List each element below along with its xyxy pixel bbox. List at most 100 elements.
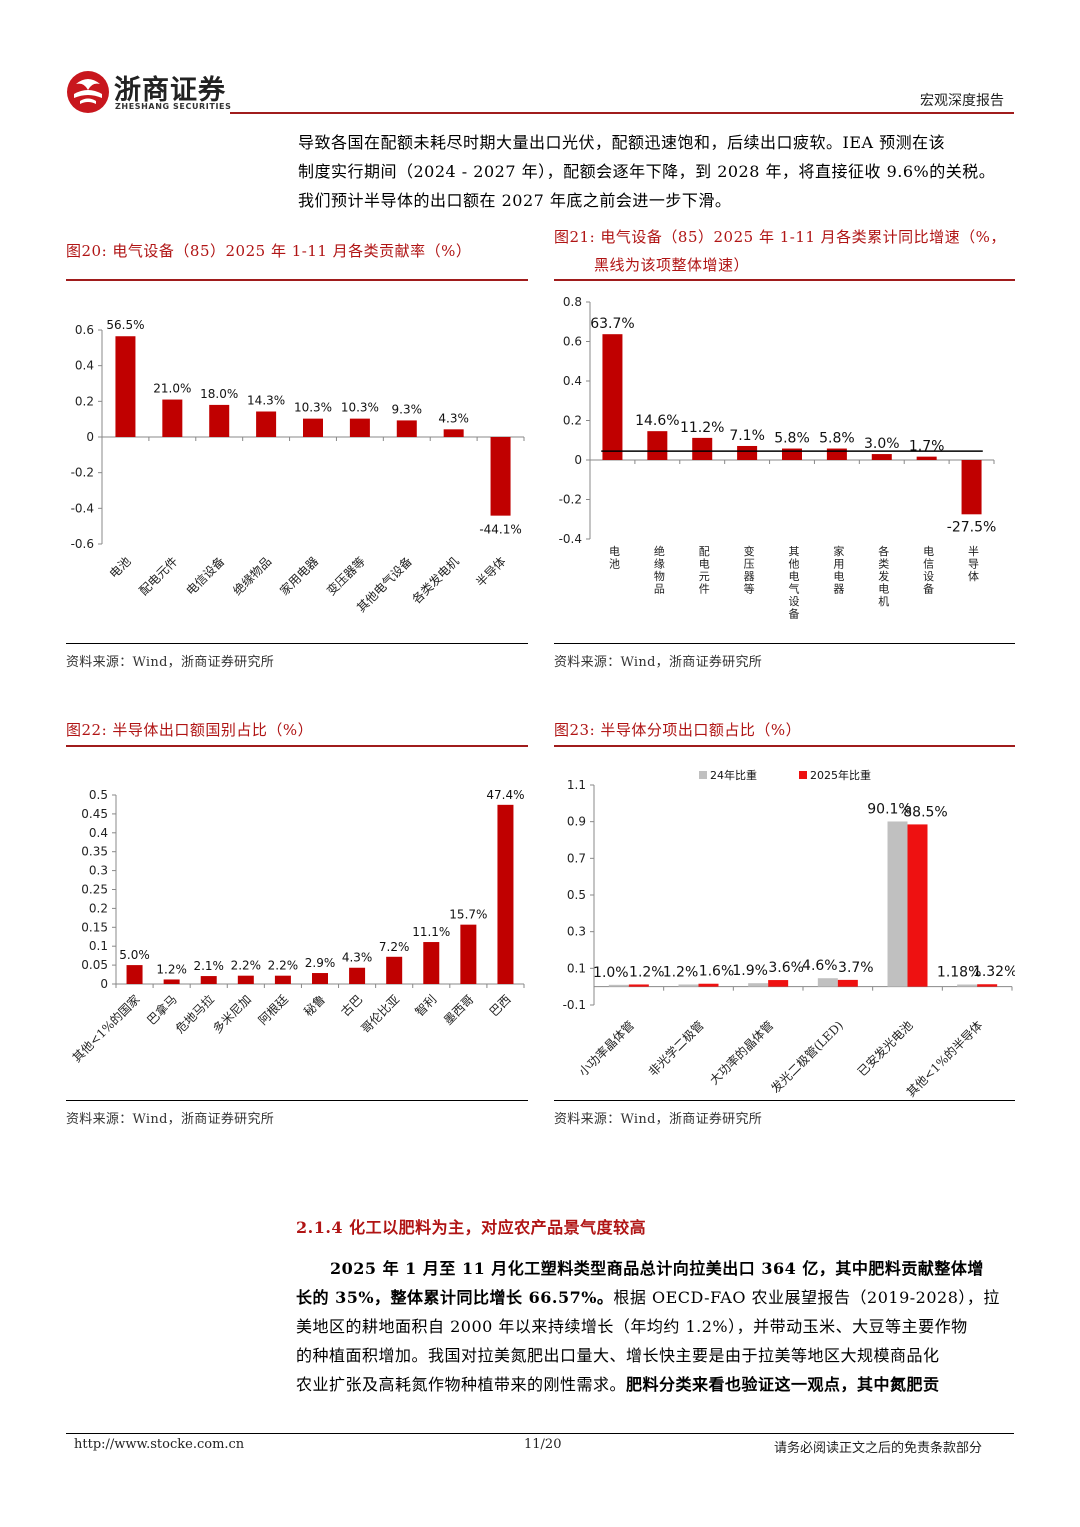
category-label: 家	[833, 544, 844, 558]
category-label: 半导体	[473, 554, 508, 589]
category-label: 其	[789, 545, 800, 558]
header-rule	[230, 112, 1014, 114]
bar	[209, 404, 230, 437]
data-label: 2.2%	[231, 959, 262, 973]
bar	[349, 967, 366, 984]
legend-label: 24年比重	[710, 768, 757, 782]
data-label: 1.18%	[937, 965, 981, 981]
fig22-source: 资料来源：Wind，浙商证券研究所	[66, 1112, 275, 1127]
data-label: 5.0%	[119, 948, 150, 962]
para-line: 美地区的耕地面积自 2000 年以来持续增长（年均约 1.2%），并带动玉米、大…	[296, 1317, 968, 1336]
category-label: 设	[923, 570, 934, 583]
data-label: 1.2%	[629, 964, 665, 980]
y-tick-label: -0.4	[71, 501, 94, 515]
data-label: 10.3%	[341, 401, 379, 415]
category-label: 体	[968, 569, 979, 583]
y-tick-label: 0.1	[89, 939, 108, 953]
data-label: 56.5%	[106, 318, 144, 332]
section-paragraph: 2025 年 1 月至 11 月化工塑料类型商品总计向拉美出口 364 亿，其中…	[296, 1254, 1016, 1399]
zheshang-logo-icon	[67, 71, 109, 113]
para-line: 长的 35%，整体累计同比增长 66.57%。根据 OECD-FAO 农业展望报…	[296, 1283, 1016, 1312]
data-label: 4.6%	[802, 958, 838, 974]
y-tick-label: 0.5	[89, 788, 108, 802]
bar	[126, 965, 143, 984]
y-tick-label: 0.05	[81, 958, 108, 972]
para-text: 根据 OECD-FAO 农业展望报告（2019-2028），拉	[613, 1288, 1000, 1307]
data-label: 7.2%	[379, 940, 410, 954]
category-label: 池	[609, 558, 620, 571]
data-label: 1.0%	[593, 965, 629, 981]
data-label: 18.0%	[200, 387, 238, 401]
data-label: 7.1%	[729, 428, 765, 444]
fig21-chart: 0.8 0.6 0.4 0.2 0 -0.2 -0.4 63.7% 14.6% 11.2% 7.1%…	[559, 295, 997, 621]
footer-disclaimer: 请务必阅读正文之后的免责条款部分	[774, 1441, 983, 1456]
category-label: 变压器等	[323, 554, 368, 599]
y-tick-label: 0.2	[563, 414, 582, 428]
y-tick-label: -0.6	[71, 537, 94, 551]
bar	[274, 975, 291, 984]
bar	[817, 978, 838, 987]
data-label: -27.5%	[947, 519, 997, 535]
data-label: 1.32%	[973, 964, 1015, 980]
bar	[692, 437, 713, 460]
y-tick-label: 0.4	[75, 359, 94, 373]
data-label: -44.1%	[479, 523, 521, 537]
category-label: 非光学二极管	[645, 1018, 707, 1080]
category-label: 发	[878, 569, 889, 583]
category-label: 大功率的晶体管	[706, 1018, 776, 1088]
y-tick-label: -0.2	[71, 466, 94, 480]
fig21-source: 资料来源：Wind，浙商证券研究所	[554, 655, 763, 670]
para-line: 2025 年 1 月至 11 月化工塑料类型商品总计向拉美出口 364 亿，其中…	[296, 1254, 1016, 1283]
para-text: 农业扩张及高耗氮作物种植带来的刚性需求。	[296, 1375, 627, 1394]
para-bold: 长的 35%，整体累计同比增长 66.57%。	[296, 1288, 614, 1307]
category-label: 秘鲁	[301, 992, 328, 1019]
category-label: 电	[699, 558, 710, 571]
bar	[602, 334, 623, 460]
category-label: 绝	[654, 544, 665, 558]
page-number: 11/20	[524, 1437, 562, 1452]
y-tick-label: 0.25	[81, 883, 108, 897]
fig22-title: 图22: 半导体出口额国别占比（%）	[66, 721, 314, 739]
bar	[977, 984, 998, 987]
data-label: 88.5%	[903, 804, 947, 820]
data-label: 11.1%	[412, 925, 450, 939]
data-label: 90.1%	[867, 801, 911, 817]
y-tick-label: 1.1	[567, 778, 586, 792]
category-label: 备	[923, 582, 934, 596]
bar	[871, 454, 892, 460]
category-label: 其他<1%的半导体	[903, 1018, 985, 1100]
fig23-title-rule	[554, 745, 1015, 747]
data-label: 11.2%	[680, 420, 724, 436]
fig20-title: 图20: 电气设备（85）2025 年 1-11 月各类贡献率（%）	[66, 242, 472, 260]
bar	[490, 437, 511, 516]
footer-url[interactable]: http://www.stocke.com.cn	[74, 1437, 245, 1452]
y-tick-label: -0.4	[559, 532, 582, 546]
data-label: 3.0%	[864, 436, 900, 452]
y-tick-label: 0.1	[567, 961, 586, 975]
category-label: 各	[878, 544, 889, 558]
y-tick-label: 0.6	[75, 323, 94, 337]
y-tick-label: 0.6	[563, 335, 582, 349]
bar	[163, 979, 180, 984]
category-label: 阿根廷	[256, 992, 291, 1027]
y-tick-label: -0.1	[563, 998, 586, 1012]
category-label: 缘	[654, 558, 665, 571]
category-label: 信	[923, 558, 934, 571]
legend-swatch	[699, 771, 707, 779]
category-label: 导	[968, 558, 979, 571]
fig22-bottom-rule	[66, 1100, 528, 1101]
bar	[349, 418, 370, 437]
data-label: 5.8%	[819, 431, 855, 447]
bar	[887, 821, 908, 987]
category-label: 智利	[412, 992, 440, 1020]
category-label: 小功率晶体管	[575, 1018, 637, 1080]
data-label: 1.2%	[156, 962, 187, 976]
bar	[957, 984, 978, 987]
bar	[826, 448, 847, 460]
y-tick-label: 0.3	[89, 864, 108, 878]
category-label: 器	[833, 583, 844, 596]
category-label: 器	[744, 570, 755, 583]
data-label: 2.1%	[193, 959, 224, 973]
intro-paragraph: 导致各国在配额未耗尽时期大量出口光伏，配额迅速饱和，后续出口疲软。IEA 预测在…	[298, 128, 1014, 215]
data-label: 63.7%	[590, 316, 634, 332]
